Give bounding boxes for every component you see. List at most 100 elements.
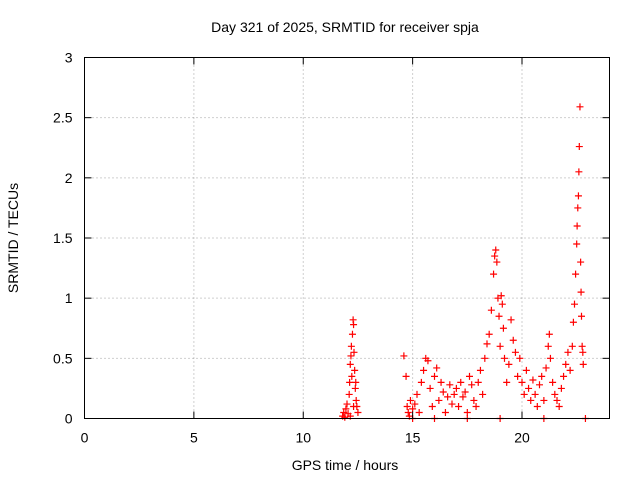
- data-point: [572, 270, 580, 278]
- data-point: [409, 405, 417, 413]
- data-point: [470, 396, 478, 404]
- data-point: [562, 360, 570, 368]
- data-point: [351, 384, 359, 392]
- data-point: [417, 378, 425, 386]
- data-point: [400, 352, 408, 360]
- data-point: [341, 413, 349, 421]
- data-point: [413, 390, 421, 398]
- data-point: [424, 357, 432, 365]
- data-point: [347, 342, 355, 350]
- data-point: [474, 378, 482, 386]
- y-tick-label: 1: [65, 290, 73, 306]
- data-point: [496, 342, 504, 350]
- data-point: [522, 366, 530, 374]
- data-point: [468, 381, 476, 389]
- data-point: [571, 300, 578, 308]
- data-point: [346, 360, 354, 368]
- data-point: [555, 402, 563, 410]
- data-point: [514, 372, 522, 380]
- data-point: [485, 330, 493, 338]
- data-point: [348, 330, 356, 338]
- x-tick-label: 10: [295, 430, 311, 446]
- x-tick-label: 5: [190, 430, 198, 446]
- data-point: [483, 340, 491, 348]
- data-point: [491, 252, 499, 260]
- data-point: [542, 364, 550, 372]
- data-point: [441, 408, 449, 416]
- y-tick-label: 3: [65, 50, 73, 66]
- data-point: [444, 393, 452, 401]
- data-point: [452, 384, 460, 392]
- ticks: 0 5 10 15 20 0 0.5 1 1.5 2 2.5 3: [53, 50, 610, 446]
- data-point: [499, 324, 507, 332]
- data-point: [343, 400, 351, 408]
- data-point: [340, 408, 348, 416]
- y-axis-label: SRMTID / TECUs: [5, 183, 21, 293]
- data-point: [577, 288, 585, 296]
- data-point: [455, 402, 463, 410]
- data-point: [466, 372, 473, 380]
- data-point: [553, 396, 561, 404]
- data-point: [569, 318, 577, 326]
- data-point: [492, 246, 500, 254]
- data-point: [348, 372, 356, 380]
- data-point: [476, 366, 484, 374]
- data-point: [435, 396, 443, 404]
- data-point: [342, 405, 350, 413]
- data-point: [573, 222, 581, 230]
- data-point: [577, 258, 585, 266]
- data-point: [446, 381, 454, 389]
- data-point: [457, 378, 465, 386]
- y-tick-label: 0: [65, 411, 73, 427]
- y-tick-label: 1.5: [53, 230, 73, 246]
- data-point: [402, 372, 410, 380]
- data-point: [536, 381, 543, 389]
- data-point: [503, 378, 511, 386]
- data-point: [406, 396, 414, 404]
- data-point: [350, 348, 358, 356]
- data-point: [516, 354, 524, 362]
- data-point: [461, 388, 469, 396]
- data-point: [420, 366, 428, 374]
- data-point: [551, 390, 559, 398]
- data-point: [518, 378, 526, 386]
- data-point: [345, 390, 353, 398]
- data-point: [575, 168, 583, 176]
- x-tick-label: 0: [81, 430, 89, 446]
- data-point: [350, 321, 358, 329]
- data-point: [579, 348, 587, 356]
- data-point: [497, 292, 505, 300]
- data-point: [557, 384, 565, 392]
- data-point: [404, 408, 412, 416]
- data-point: [472, 402, 480, 410]
- data-point: [354, 408, 362, 416]
- data-point: [578, 312, 585, 320]
- data-point: [545, 330, 553, 338]
- y-tick-label: 2: [65, 170, 73, 186]
- data-point: [431, 372, 438, 380]
- data-points: [339, 103, 589, 422]
- data-point: [493, 258, 501, 266]
- data-point: [346, 378, 354, 386]
- chart-title: Day 321 of 2025, SRMTID for receiver spj…: [211, 19, 479, 35]
- data-point: [403, 402, 411, 410]
- x-tick-label: 15: [405, 430, 421, 446]
- data-point: [411, 400, 419, 408]
- data-point: [568, 342, 576, 350]
- y-tick-label: 0.5: [53, 350, 73, 366]
- x-tick-label: 20: [514, 430, 530, 446]
- data-point: [509, 336, 517, 344]
- data-point: [566, 366, 574, 374]
- data-point: [538, 372, 546, 380]
- data-point: [574, 204, 582, 212]
- data-point: [579, 360, 587, 368]
- data-point: [450, 390, 458, 398]
- data-point: [352, 396, 360, 404]
- data-point: [490, 270, 498, 278]
- data-point: [347, 352, 355, 360]
- data-point: [479, 390, 487, 398]
- data-point: [578, 342, 586, 350]
- data-point: [428, 402, 436, 410]
- data-point: [527, 396, 535, 404]
